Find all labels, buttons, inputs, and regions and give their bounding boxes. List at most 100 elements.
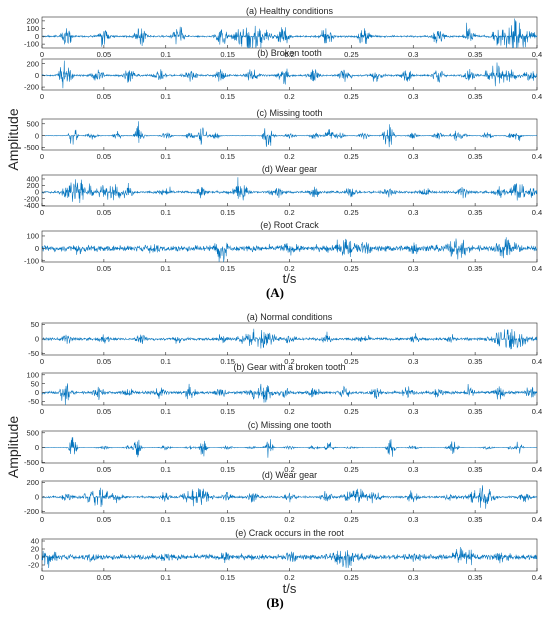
x-tick-label: 0.4 <box>532 515 542 524</box>
y-tick-label: -500 <box>24 458 39 467</box>
x-tick-label: 0.35 <box>468 573 483 582</box>
x-tick-label: 0 <box>40 515 44 524</box>
x-tick-label: 0.15 <box>220 50 235 59</box>
x-axis-label: t/s <box>283 581 297 596</box>
x-tick-label: 0.2 <box>284 50 294 59</box>
x-tick-label: 0.05 <box>97 50 112 59</box>
panel-label: (B) <box>266 595 283 610</box>
x-tick-label: 0.1 <box>161 50 171 59</box>
x-tick-label: 0.1 <box>161 264 171 273</box>
x-tick-label: 0.2 <box>284 208 294 217</box>
x-tick-label: 0.05 <box>97 573 112 582</box>
x-tick-label: 0 <box>40 573 44 582</box>
y-tick-label: 0 <box>35 188 39 197</box>
y-tick-label: -200 <box>24 507 39 516</box>
x-axis-label: t/s <box>283 271 297 286</box>
x-tick-label: 0.35 <box>468 264 483 273</box>
x-tick-label: 0.35 <box>468 407 483 416</box>
y-tick-label: 0 <box>35 493 39 502</box>
x-tick-label: 0.3 <box>408 152 418 161</box>
x-tick-label: 0.4 <box>532 573 542 582</box>
x-tick-label: 0.05 <box>97 515 112 524</box>
x-tick-label: 0.25 <box>344 573 359 582</box>
y-tick-label: 500 <box>26 428 39 437</box>
x-tick-label: 0.2 <box>284 152 294 161</box>
x-tick-label: 0.15 <box>220 357 235 366</box>
x-tick-label: 0 <box>40 357 44 366</box>
x-tick-label: 0.4 <box>532 92 542 101</box>
y-tick-label: 200 <box>26 478 39 487</box>
y-tick-label: 200 <box>26 181 39 190</box>
x-tick-label: 0.2 <box>284 92 294 101</box>
subplot-axes <box>41 58 538 91</box>
x-tick-label: 0.05 <box>97 264 112 273</box>
x-tick-label: 0.25 <box>344 515 359 524</box>
subplot-axes <box>41 372 538 406</box>
signal-line <box>42 121 538 148</box>
signal-line <box>41 237 538 263</box>
x-tick-label: 0 <box>40 208 44 217</box>
x-tick-label: 0.4 <box>532 407 542 416</box>
x-tick-label: 0.25 <box>344 357 359 366</box>
y-tick-label: 0 <box>35 553 39 562</box>
x-tick-label: 0.35 <box>468 152 483 161</box>
subplot-title: (c) Missing tooth <box>256 108 322 118</box>
x-tick-label: 0.2 <box>284 264 294 273</box>
y-tick-label: 0 <box>35 244 39 253</box>
x-tick-label: 0.25 <box>344 208 359 217</box>
subplot-title: (e) Crack occurs in the root <box>235 528 344 538</box>
x-tick-label: 0.35 <box>468 515 483 524</box>
y-tick-label: 50 <box>31 379 39 388</box>
subplot-title: (c) Missing one tooth <box>248 420 332 430</box>
y-tick-label: 500 <box>26 119 39 128</box>
y-tick-label: -50 <box>28 397 39 406</box>
y-axis-label: Amplitude <box>5 108 21 170</box>
x-tick-label: 0.25 <box>344 152 359 161</box>
y-tick-label: 100 <box>26 370 39 379</box>
x-tick-label: 0.3 <box>408 465 418 474</box>
y-tick-label: -200 <box>24 194 39 203</box>
signal-line <box>41 485 538 509</box>
x-tick-label: 0.3 <box>408 264 418 273</box>
x-tick-label: 0.1 <box>161 515 171 524</box>
x-tick-label: 0.4 <box>532 264 542 273</box>
x-tick-label: 0 <box>40 50 44 59</box>
subplot-axes <box>41 174 538 207</box>
x-tick-label: 0.1 <box>161 573 171 582</box>
x-tick-label: 0.35 <box>468 357 483 366</box>
x-tick-label: 0.15 <box>220 573 235 582</box>
signal-line <box>41 177 538 204</box>
signal-line <box>41 546 538 569</box>
subplot-title: (a) Healthy conditions <box>246 6 334 16</box>
y-tick-label: -50 <box>28 349 39 358</box>
x-tick-label: 0.05 <box>97 152 112 161</box>
y-tick-label: -100 <box>24 256 39 265</box>
x-tick-label: 0.2 <box>284 407 294 416</box>
subplot-title: (a) Normal conditions <box>247 312 333 322</box>
y-tick-label: 100 <box>26 24 39 33</box>
y-tick-label: 50 <box>31 320 39 329</box>
x-tick-label: 0 <box>40 152 44 161</box>
x-tick-label: 0.4 <box>532 152 542 161</box>
x-tick-label: 0.3 <box>408 515 418 524</box>
x-tick-label: 0.35 <box>468 92 483 101</box>
y-tick-label: -400 <box>24 201 39 210</box>
x-tick-label: 0.3 <box>408 407 418 416</box>
x-tick-label: 0.05 <box>97 357 112 366</box>
subplot-axes <box>41 16 538 49</box>
x-tick-label: 0.1 <box>161 208 171 217</box>
x-tick-label: 0 <box>40 465 44 474</box>
x-tick-label: 0.15 <box>220 407 235 416</box>
x-tick-label: 0.1 <box>161 152 171 161</box>
signal-line <box>41 60 538 89</box>
x-tick-label: 0.1 <box>161 407 171 416</box>
subplot-title: (e) Root Crack <box>260 220 319 230</box>
x-tick-label: 0.1 <box>161 357 171 366</box>
y-tick-label: 0 <box>35 71 39 80</box>
x-tick-label: 0.4 <box>532 50 542 59</box>
x-tick-label: 0.35 <box>468 208 483 217</box>
subplot-title: (d) Wear gear <box>262 470 317 480</box>
signal-line <box>41 328 538 350</box>
